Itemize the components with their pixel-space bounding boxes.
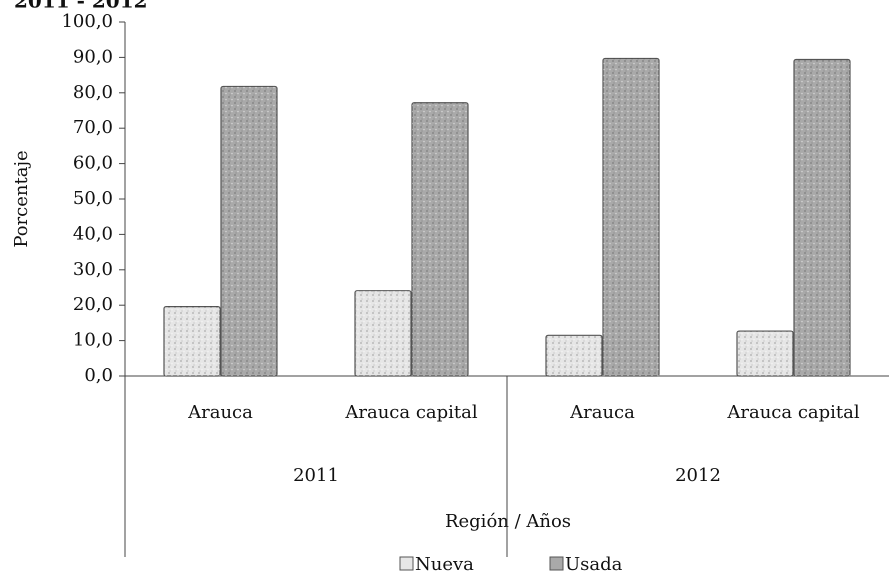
chart-title: 2011 - 2012 bbox=[14, 0, 148, 13]
y-tick-label: 100,0 bbox=[61, 11, 113, 32]
group-label: 2011 bbox=[293, 465, 339, 486]
y-tick-label: 80,0 bbox=[73, 82, 113, 103]
y-tick-label: 40,0 bbox=[73, 223, 113, 244]
x-tick-label: Arauca bbox=[187, 402, 253, 423]
y-tick-label: 30,0 bbox=[73, 259, 113, 280]
x-tick-label: Arauca capital bbox=[726, 402, 860, 423]
bar-texture bbox=[412, 102, 468, 376]
y-tick-label: 20,0 bbox=[73, 294, 113, 315]
bar-texture bbox=[794, 59, 850, 377]
bar-texture bbox=[603, 58, 659, 376]
x-tick-label: Arauca capital bbox=[344, 402, 478, 423]
x-axis-label: Región / Años bbox=[445, 511, 571, 532]
x-tick-label: Arauca bbox=[569, 402, 635, 423]
y-tick-label: 60,0 bbox=[73, 153, 113, 174]
y-axis-label: Porcentaje bbox=[11, 150, 32, 247]
bar-texture bbox=[355, 290, 411, 376]
y-tick-label: 50,0 bbox=[73, 188, 113, 209]
bar-texture bbox=[221, 86, 277, 376]
y-tick-label: 90,0 bbox=[73, 46, 113, 67]
legend-swatch bbox=[399, 556, 414, 571]
y-tick-label: 10,0 bbox=[73, 330, 113, 351]
bar-texture bbox=[164, 306, 220, 376]
bar-texture bbox=[546, 335, 602, 376]
legend-label: Usada bbox=[565, 554, 623, 574]
bar-texture bbox=[737, 331, 793, 376]
group-label: 2012 bbox=[675, 465, 721, 486]
y-tick-label: 0,0 bbox=[84, 365, 113, 386]
legend-label: Nueva bbox=[415, 554, 474, 574]
legend-swatch bbox=[549, 556, 564, 571]
y-tick-label: 70,0 bbox=[73, 117, 113, 138]
